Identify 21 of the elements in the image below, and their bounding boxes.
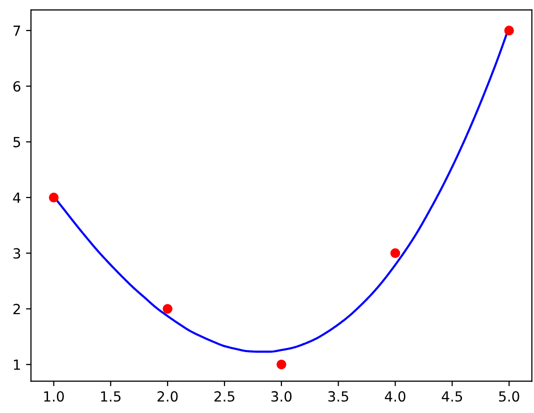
x-tick-label: 3.0	[271, 391, 292, 402]
point	[48, 192, 59, 202]
y-tick-label: 3	[13, 248, 20, 259]
x-tick-label: 1.0	[44, 391, 64, 402]
y-tick-label: 1	[14, 360, 20, 370]
x-tick-label: 3.5	[328, 391, 348, 402]
y-tick-label: 7	[14, 26, 20, 36]
x-tick-label: 1.5	[101, 391, 120, 402]
x-tick-label: 4.0	[384, 391, 406, 402]
y-tick-label: 6	[13, 81, 20, 92]
y-tick-label: 2	[13, 304, 20, 314]
x-tick-label: 5.0	[499, 391, 520, 402]
point	[276, 360, 286, 370]
x-tick-label: 2.0	[158, 391, 178, 402]
point	[162, 304, 172, 314]
x-tick-label: 2.5	[214, 391, 234, 402]
x-tick-label: 4.5	[442, 391, 462, 402]
point	[504, 26, 514, 36]
y-tick-label: 5	[13, 136, 20, 148]
y-tick-label: 4	[13, 192, 20, 203]
point	[390, 248, 400, 258]
